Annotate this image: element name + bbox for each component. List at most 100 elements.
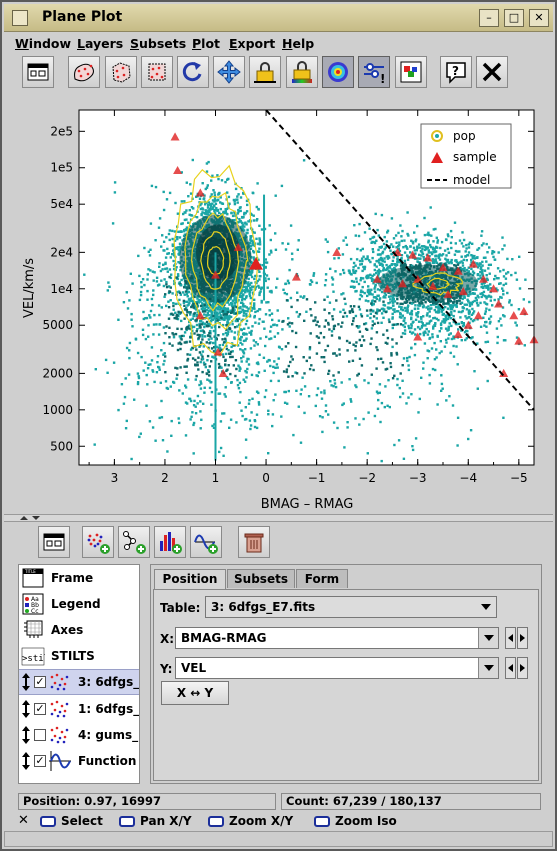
pop-point xyxy=(230,211,233,215)
pop-point xyxy=(382,242,386,246)
pop-point xyxy=(155,280,159,283)
pop-point xyxy=(117,318,120,321)
aux-lock-button[interactable] xyxy=(286,56,318,88)
pop-point xyxy=(220,316,223,320)
pop-point xyxy=(245,287,249,290)
pop-point xyxy=(400,258,403,261)
legend-button[interactable] xyxy=(395,56,427,88)
pop-point xyxy=(168,275,171,279)
pop-point xyxy=(418,304,421,307)
pop-point xyxy=(150,346,154,349)
pop-point xyxy=(434,300,437,303)
pop-point xyxy=(239,209,242,213)
pop-point xyxy=(233,331,237,334)
menu-plot[interactable]: Plot xyxy=(192,36,220,51)
pop-point xyxy=(175,377,178,380)
pop-point xyxy=(182,299,186,303)
pop-point xyxy=(469,293,472,296)
pop-point xyxy=(155,371,159,374)
pop-point xyxy=(312,274,315,277)
window-button[interactable] xyxy=(22,56,54,88)
window-menu-icon[interactable] xyxy=(12,10,28,26)
pop-point xyxy=(205,201,208,204)
pop-point xyxy=(219,305,222,309)
pop-point xyxy=(233,336,236,339)
pop-point xyxy=(373,268,376,272)
pop-point xyxy=(400,239,403,243)
close-button[interactable] xyxy=(476,56,508,88)
pop-point xyxy=(254,285,258,289)
config-button[interactable]: ! xyxy=(358,56,390,88)
pop-point xyxy=(232,364,235,367)
blob-subset-button[interactable] xyxy=(68,56,100,88)
pop-point xyxy=(201,333,204,337)
pop-point xyxy=(357,326,360,329)
pop-point xyxy=(183,228,186,232)
pop-point xyxy=(234,187,238,191)
menu-layers[interactable]: Layers xyxy=(77,36,123,51)
pop-point xyxy=(344,302,347,306)
pop-point xyxy=(485,307,488,310)
pop-point xyxy=(501,287,504,290)
help-button[interactable]: ? xyxy=(440,56,472,88)
pop-point xyxy=(493,278,496,281)
pop-point xyxy=(207,209,210,212)
pop-point xyxy=(400,254,404,257)
plot-panel[interactable]: 3 2 1 0 −1 −2 −3 −4 −5 2e5 1e5 5e4 2e4 1e4 5000 2000 100… xyxy=(19,102,540,512)
pop-point xyxy=(268,253,271,256)
menu-export[interactable]: Export xyxy=(229,36,275,51)
pop-point xyxy=(459,267,463,270)
pop-point xyxy=(444,262,448,265)
rectangle-subset-button[interactable] xyxy=(141,56,173,88)
pop-point xyxy=(151,369,154,372)
close-window-button[interactable]: ✕ xyxy=(529,9,549,27)
menu-subsets[interactable]: Subsets xyxy=(130,36,186,51)
pop-point xyxy=(437,254,441,257)
title-bar[interactable]: Plane Plot – □ ✕ xyxy=(4,4,553,32)
pop-point xyxy=(198,333,201,337)
pop-point xyxy=(438,330,441,333)
pop-point xyxy=(172,259,175,263)
pop-point xyxy=(361,259,364,263)
pop-point xyxy=(177,248,180,252)
pop-point xyxy=(448,300,452,303)
menu-help[interactable]: Help xyxy=(282,36,314,51)
pop-point xyxy=(436,246,439,249)
pop-point xyxy=(267,452,270,455)
maximize-button[interactable]: □ xyxy=(504,9,524,27)
pop-point xyxy=(506,271,510,274)
pop-point xyxy=(189,336,192,339)
axis-lock-button[interactable] xyxy=(249,56,281,88)
pop-point xyxy=(206,354,210,358)
pop-point xyxy=(372,250,375,254)
rescale-button[interactable] xyxy=(213,56,245,88)
pop-point xyxy=(174,201,177,205)
replot-button[interactable] xyxy=(177,56,209,88)
pop-point xyxy=(248,399,251,402)
pop-point xyxy=(266,360,269,363)
pop-point xyxy=(406,311,409,314)
pop-point xyxy=(225,207,229,211)
pop-point xyxy=(462,238,466,242)
pop-point xyxy=(197,368,200,371)
pop-point xyxy=(205,341,208,344)
plot-svg[interactable]: 3 2 1 0 −1 −2 −3 −4 −52e51e55e42e41e450002000100… xyxy=(19,102,540,512)
menu-window[interactable]: Window xyxy=(15,36,71,51)
algebraic-subset-button[interactable] xyxy=(105,56,137,88)
pop-point xyxy=(219,315,223,318)
pop-point xyxy=(166,252,169,255)
pop-point xyxy=(431,248,435,251)
pop-point xyxy=(437,318,440,322)
pop-point xyxy=(185,209,188,212)
pop-point xyxy=(432,303,435,306)
pop-point xyxy=(176,290,179,294)
pop-point xyxy=(219,314,222,317)
pop-point xyxy=(251,242,254,245)
pop-point xyxy=(471,292,475,295)
sketch-button[interactable] xyxy=(322,56,354,88)
pop-point xyxy=(246,309,249,313)
pop-point xyxy=(199,203,202,207)
pop-point xyxy=(383,257,386,260)
pop-point xyxy=(447,327,450,330)
minimize-button[interactable]: – xyxy=(479,9,499,27)
